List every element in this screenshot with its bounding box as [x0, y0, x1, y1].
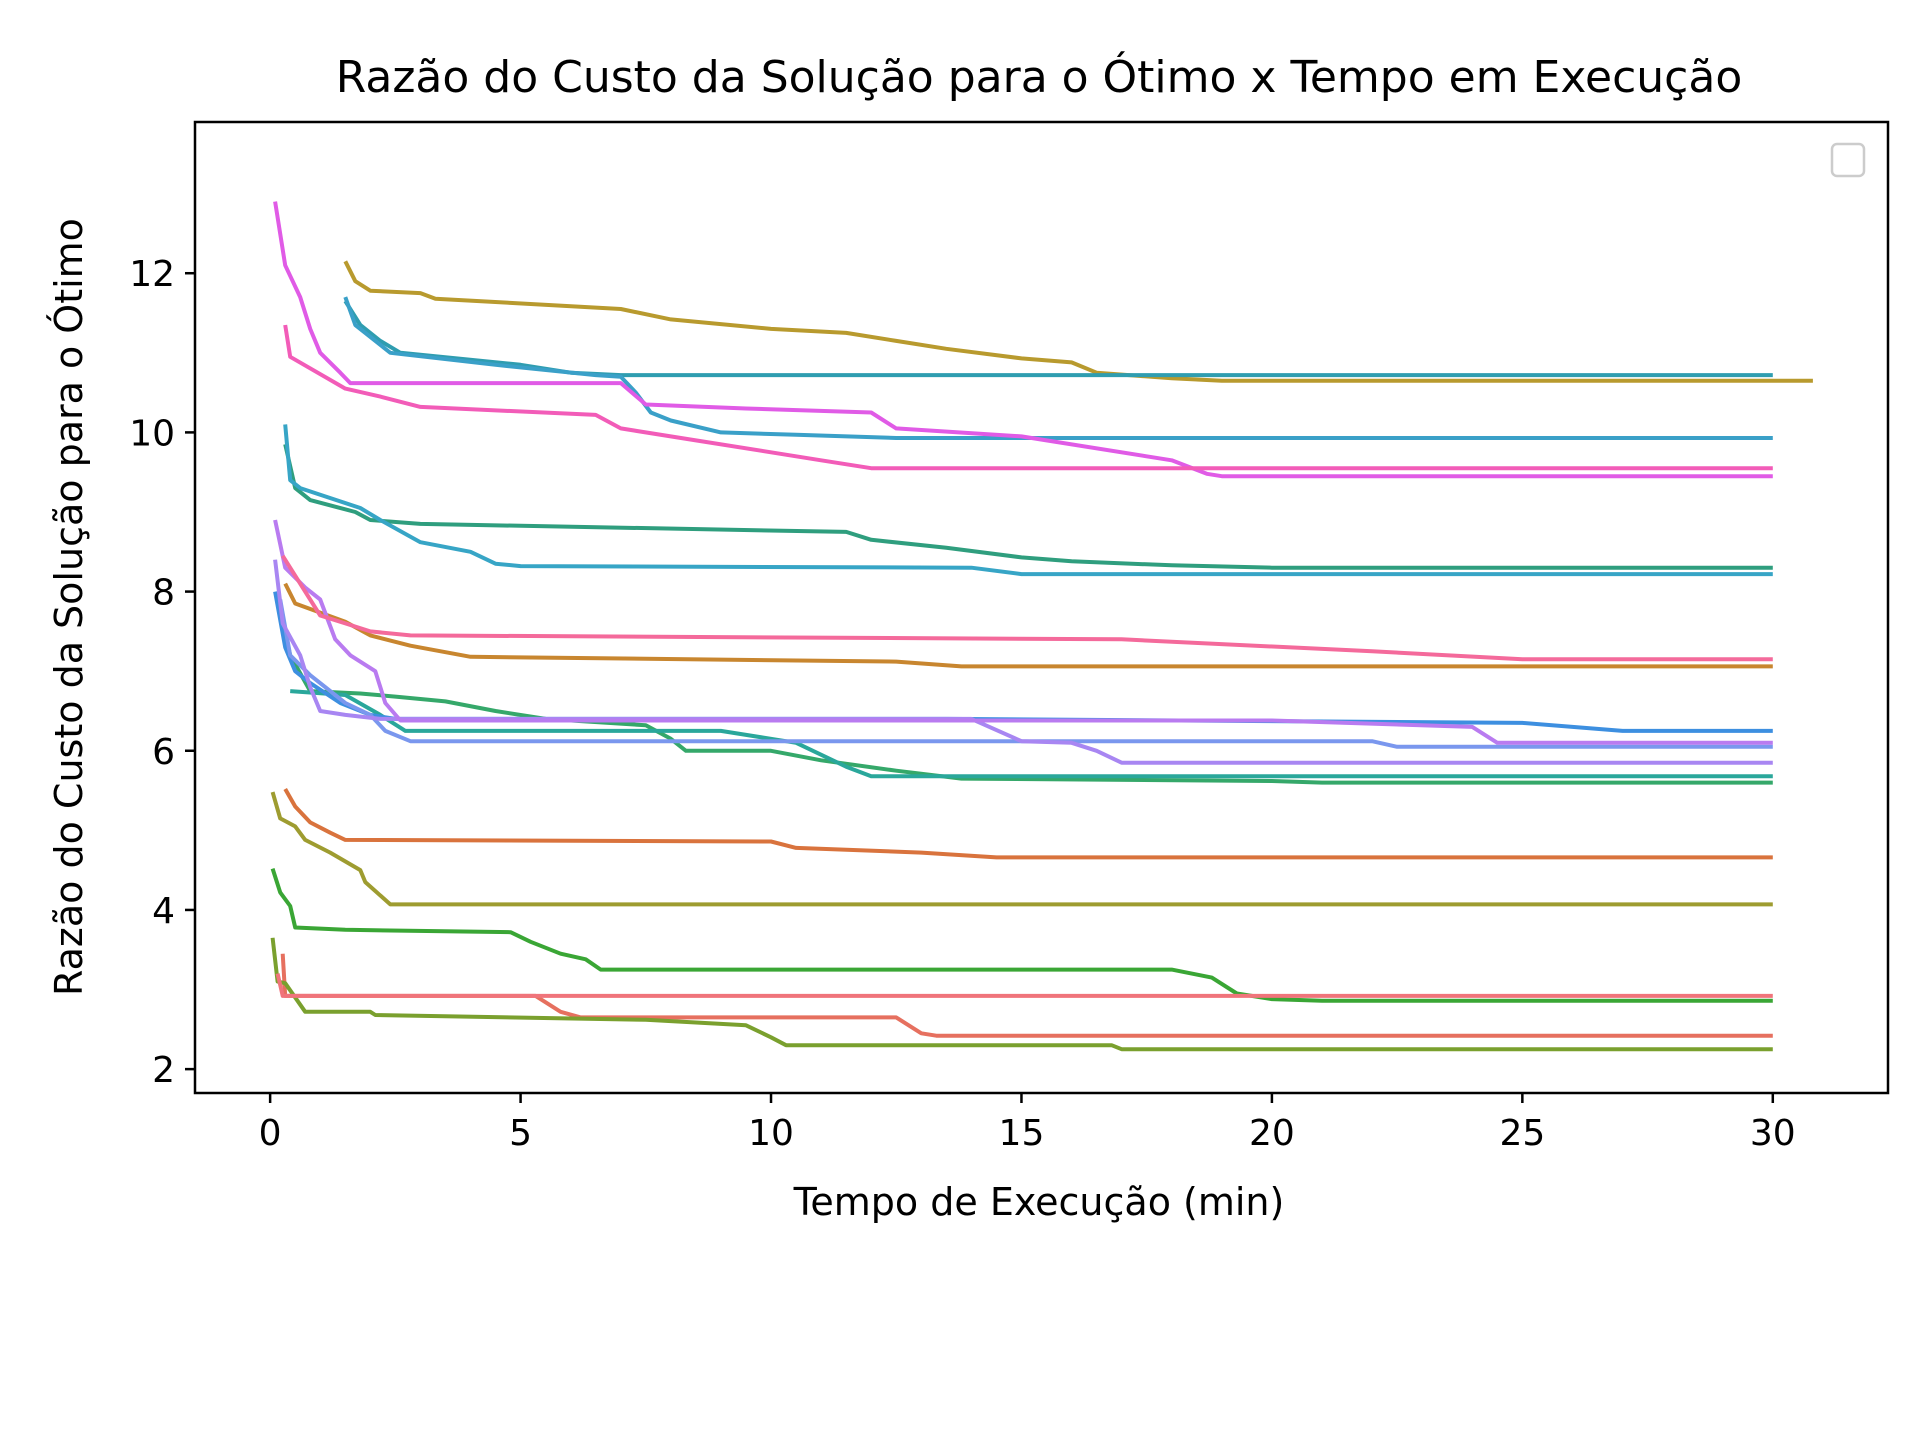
y-tick-label: 8 — [152, 573, 175, 614]
y-tick-label: 6 — [152, 732, 175, 773]
series-line-4 — [343, 260, 1813, 383]
y-tick-label: 12 — [129, 254, 175, 295]
x-tick-label: 20 — [1249, 1113, 1295, 1154]
series-line-5 — [270, 791, 1773, 907]
x-tick-label: 25 — [1499, 1113, 1545, 1154]
series-line-9 — [283, 443, 1773, 570]
series-line-16 — [273, 559, 1773, 765]
x-tick-label: 10 — [748, 1113, 794, 1154]
y-axis: 2 4 6 8 10 12 — [129, 254, 195, 1091]
x-axis: 0 5 10 15 20 25 30 — [259, 1093, 1796, 1154]
series-line-2 — [283, 788, 1773, 860]
y-axis-label: Razão do Custo da Solução para o Ótimo — [47, 218, 91, 996]
series-line-19 — [283, 324, 1773, 471]
series-line-15 — [278, 599, 1773, 749]
series-line-13 — [343, 296, 1773, 440]
series-line-11 — [343, 300, 1773, 378]
series-group — [270, 201, 1813, 1052]
x-tick-label: 15 — [999, 1113, 1045, 1154]
series-line-12 — [283, 424, 1773, 577]
series-line-6 — [270, 937, 1773, 1052]
x-tick-label: 0 — [259, 1113, 282, 1154]
chart-title: Razão do Custo da Solução para o Ótimo x… — [336, 50, 1743, 103]
series-line-3 — [283, 582, 1773, 669]
plot-frame — [193, 120, 1890, 1095]
y-tick-label: 10 — [129, 413, 175, 454]
x-tick-label: 30 — [1750, 1113, 1796, 1154]
series-line-17 — [273, 519, 1773, 745]
series-line-20 — [281, 554, 1773, 662]
y-tick-label: 2 — [152, 1050, 175, 1091]
series-line-21 — [275, 973, 1773, 998]
series-line-18 — [273, 201, 1773, 479]
series-line-10 — [290, 689, 1773, 779]
x-tick-label: 5 — [509, 1113, 532, 1154]
x-axis-label: Tempo de Execução (min) — [793, 1180, 1285, 1224]
legend-box — [1830, 142, 1866, 178]
y-tick-label: 4 — [152, 891, 175, 932]
series-line-7 — [270, 867, 1773, 1003]
